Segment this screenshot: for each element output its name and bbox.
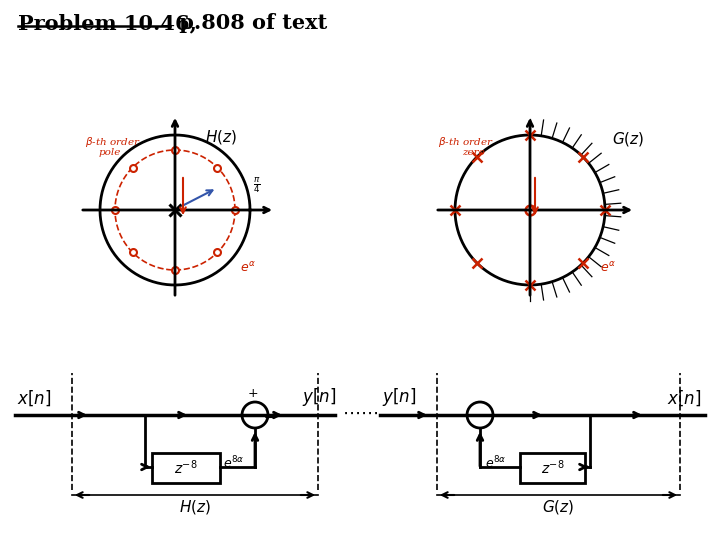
Text: $e^{8\alpha}$: $e^{8\alpha}$ — [485, 455, 506, 471]
Text: $z^{-8}$: $z^{-8}$ — [541, 458, 564, 477]
FancyBboxPatch shape — [152, 453, 220, 483]
Text: $x[n]$: $x[n]$ — [667, 388, 701, 408]
Text: $H(z)$: $H(z)$ — [179, 498, 211, 516]
Text: $x[n]$: $x[n]$ — [17, 388, 51, 408]
FancyBboxPatch shape — [520, 453, 585, 483]
Text: $G(z)$: $G(z)$ — [542, 498, 574, 516]
Text: $e^{8\alpha}$: $e^{8\alpha}$ — [223, 455, 245, 471]
Text: $\beta$-th order: $\beta$-th order — [438, 135, 494, 149]
Text: $e^\alpha$: $e^\alpha$ — [600, 261, 616, 275]
Text: $\beta$-th order: $\beta$-th order — [85, 135, 140, 149]
Text: p.808 of text: p.808 of text — [172, 13, 328, 33]
Text: pole: pole — [99, 148, 122, 157]
Text: $+$: $+$ — [248, 387, 258, 400]
Text: $H(z)$: $H(z)$ — [205, 128, 237, 146]
Text: zero: zero — [462, 148, 485, 157]
Text: $z^{-8}$: $z^{-8}$ — [174, 458, 198, 477]
Text: $G(z)$: $G(z)$ — [612, 130, 644, 148]
Text: $e^\alpha$: $e^\alpha$ — [240, 261, 256, 275]
Text: $\cdots\cdots$: $\cdots\cdots$ — [342, 404, 378, 422]
Text: Problem 10.46,: Problem 10.46, — [18, 13, 197, 33]
Text: $-$: $-$ — [264, 410, 274, 423]
Text: $\frac{\pi}{4}$: $\frac{\pi}{4}$ — [253, 176, 261, 194]
Text: $y[n]$: $y[n]$ — [302, 386, 336, 408]
Text: $y[n]$: $y[n]$ — [382, 386, 416, 408]
